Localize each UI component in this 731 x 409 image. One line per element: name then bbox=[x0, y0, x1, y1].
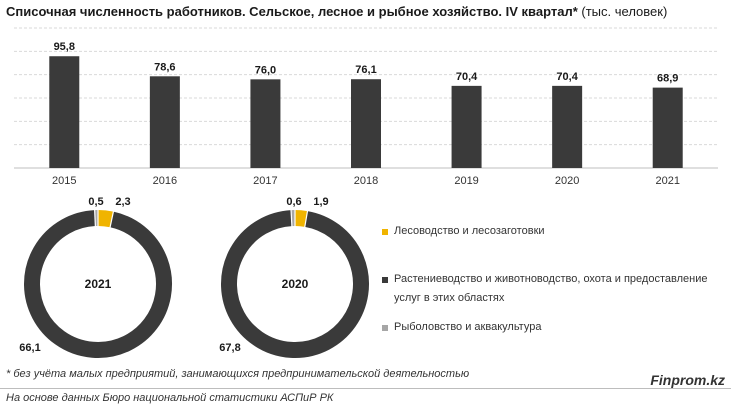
bar-2018 bbox=[351, 79, 381, 168]
donut-center-label: 2021 bbox=[85, 277, 112, 291]
bar-value-label: 68,9 bbox=[657, 73, 678, 85]
legend-item-forestry: Лесоводство и лесозаготовки bbox=[382, 222, 545, 241]
donut-inner-edge bbox=[40, 226, 156, 342]
donut-inner-edge bbox=[237, 226, 353, 342]
legend-label-forestry: Лесоводство и лесозаготовки bbox=[394, 225, 545, 237]
legend-label-fishery: Рыболовство и аквакультура bbox=[394, 321, 542, 333]
slice-value-label: 2,3 bbox=[115, 196, 130, 208]
donut-2021: 2021 2,3 0,5 66,1 bbox=[19, 196, 172, 358]
donut-2020: 2020 1,9 0,6 67,8 bbox=[219, 196, 369, 358]
bar-value-label: 78,6 bbox=[154, 61, 175, 73]
bar-value-label: 76,0 bbox=[255, 64, 276, 76]
divider bbox=[0, 388, 731, 389]
legend-swatch-fishery bbox=[382, 325, 388, 331]
slice-separator bbox=[290, 209, 293, 228]
legend-item-fishery: Рыболовство и аквакультура bbox=[382, 318, 541, 337]
bar-value-label: 95,8 bbox=[54, 41, 75, 53]
x-tick-label: 2019 bbox=[454, 175, 478, 187]
chart-title-unit: (тыс. человек) bbox=[581, 4, 668, 19]
slice-value-label: 1,9 bbox=[313, 196, 328, 208]
slice-separator bbox=[109, 210, 115, 229]
footnote: * без учёта малых предприятий, занимающи… bbox=[6, 368, 470, 380]
x-tick-label: 2021 bbox=[655, 175, 679, 187]
legend-swatch-forestry bbox=[382, 229, 388, 235]
x-tick-label: 2017 bbox=[253, 175, 277, 187]
x-tick-label: 2015 bbox=[52, 175, 76, 187]
legend-swatch-agriculture bbox=[382, 277, 388, 283]
slice-value-label: 67,8 bbox=[219, 342, 240, 354]
chart-title-main: Списочная численность работников. Сельск… bbox=[6, 4, 578, 19]
donut-slice bbox=[24, 210, 172, 358]
slice-separator bbox=[93, 209, 97, 228]
slice-value-label: 0,6 bbox=[286, 196, 301, 208]
bar-value-label: 70,4 bbox=[456, 71, 478, 83]
chart-title: Списочная численность работников. Сельск… bbox=[6, 4, 667, 19]
bar-2015 bbox=[49, 56, 80, 168]
bar-value-label: 76,1 bbox=[355, 64, 376, 76]
bar-value-label: 70,4 bbox=[556, 71, 578, 83]
bar-2019 bbox=[451, 85, 482, 168]
donut-slice bbox=[97, 210, 114, 228]
bar-2021 bbox=[652, 87, 683, 168]
legend-item-agriculture: Растениеводство и животноводство, охота … bbox=[382, 270, 724, 308]
x-tick-label: 2020 bbox=[555, 175, 579, 187]
donut-slice bbox=[221, 210, 369, 358]
bar-2016 bbox=[149, 76, 180, 168]
slice-value-label: 66,1 bbox=[19, 342, 40, 354]
slice-separator bbox=[304, 209, 309, 228]
donut-charts: 2021 2,3 0,5 66,1 2020 1,9 0,6 67,8 bbox=[19, 196, 369, 358]
donut-center-label: 2020 bbox=[282, 277, 309, 291]
brand-logo: Finprom.kz bbox=[650, 372, 725, 388]
legend-label-agriculture: Растениеводство и животноводство, охота … bbox=[394, 273, 708, 304]
bar-chart: 95,8 2015 78,6 2016 76,0 2017 76,1 2018 70,4 2019… bbox=[14, 27, 718, 187]
slice-value-label: 0,5 bbox=[88, 196, 103, 208]
source-note: На основе данных Бюро национальной стати… bbox=[6, 392, 334, 404]
donut-slice bbox=[294, 210, 308, 227]
bar-2017 bbox=[250, 79, 281, 168]
x-tick-label: 2018 bbox=[354, 175, 378, 187]
x-tick-label: 2016 bbox=[153, 175, 177, 187]
bar-2020 bbox=[552, 85, 583, 168]
